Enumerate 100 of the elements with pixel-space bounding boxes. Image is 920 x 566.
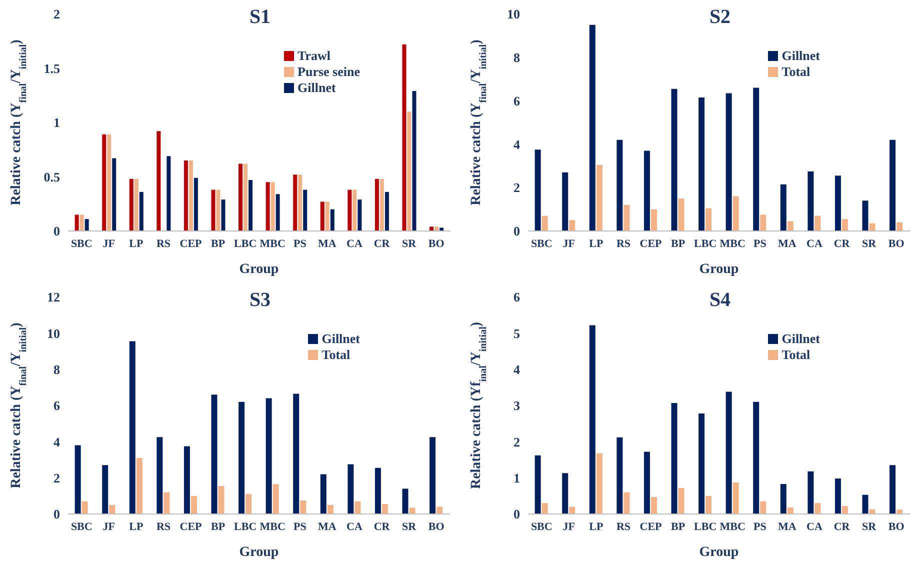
bar xyxy=(293,174,298,231)
legend-label: Total xyxy=(322,347,350,363)
x-tick-label: CA xyxy=(346,238,362,250)
y-tick-label: 0 xyxy=(514,506,520,522)
y-tick-label: 0 xyxy=(54,506,60,522)
bar xyxy=(534,455,541,514)
bar xyxy=(814,216,821,231)
y-tick-label: 0 xyxy=(54,224,60,239)
x-axis-title: Group xyxy=(239,262,279,277)
bar xyxy=(354,501,361,514)
bar xyxy=(184,446,190,514)
bar xyxy=(407,112,412,231)
bar xyxy=(650,209,657,231)
bar xyxy=(753,88,760,231)
bar xyxy=(190,496,197,514)
bar xyxy=(266,182,270,231)
bar xyxy=(430,437,436,514)
x-tick-label: CA xyxy=(346,520,362,533)
bar xyxy=(293,394,300,514)
x-tick-label: PS xyxy=(754,520,766,533)
bar xyxy=(211,394,218,514)
bar xyxy=(298,174,302,231)
bar xyxy=(211,190,216,231)
bar xyxy=(896,510,903,514)
x-tick-label: BP xyxy=(211,238,226,250)
bar xyxy=(412,91,416,231)
bar xyxy=(330,209,334,231)
chart-title: S1 xyxy=(248,6,272,29)
bar xyxy=(760,501,766,514)
y-tick-label: 1.5 xyxy=(44,60,60,76)
bar xyxy=(74,445,81,514)
x-tick-label: SBC xyxy=(530,520,552,533)
x-tick-label: BO xyxy=(428,238,445,250)
bar xyxy=(589,24,596,231)
bar xyxy=(842,506,848,514)
bar xyxy=(270,182,275,231)
y-tick-label: 4 xyxy=(514,362,520,377)
bar xyxy=(102,134,106,231)
bar xyxy=(644,452,650,514)
x-tick-label: JF xyxy=(102,520,116,533)
bar xyxy=(238,402,245,514)
bar xyxy=(834,176,841,231)
bar xyxy=(896,222,903,231)
bar xyxy=(402,44,406,231)
bar xyxy=(325,202,330,231)
bar xyxy=(384,192,389,231)
bar xyxy=(139,192,144,231)
bar xyxy=(698,98,705,231)
legend-label: Purse seine xyxy=(298,64,360,80)
bar xyxy=(760,214,766,231)
legend-label: Gillnet xyxy=(782,331,820,347)
bar xyxy=(430,226,434,231)
x-tick-label: MBC xyxy=(720,520,746,533)
bar xyxy=(436,506,443,514)
x-tick-label: BO xyxy=(888,520,905,533)
x-tick-label: SR xyxy=(862,238,878,250)
legend-label: Total xyxy=(782,347,810,363)
x-tick-label: RS xyxy=(156,520,171,533)
bar xyxy=(84,219,89,231)
y-tick-label: 1 xyxy=(54,115,60,130)
y-tick-label: 2 xyxy=(54,6,60,22)
x-axis-title: Group xyxy=(699,545,739,560)
x-tick-label: MA xyxy=(318,238,336,250)
y-tick-label: 5 xyxy=(514,326,520,341)
bar xyxy=(80,214,84,231)
bar xyxy=(434,226,439,231)
x-tick-label: PS xyxy=(294,238,306,250)
bar xyxy=(156,437,163,514)
x-tick-label: CEP xyxy=(180,520,202,533)
bar xyxy=(102,465,108,514)
bar xyxy=(303,190,308,231)
bar xyxy=(380,178,384,231)
x-tick-label: BO xyxy=(428,520,445,533)
y-tick-label: 4 xyxy=(514,136,520,152)
bar xyxy=(248,180,253,231)
x-tick-label: LBC xyxy=(234,520,257,533)
bar xyxy=(184,160,188,231)
bar xyxy=(409,508,416,514)
bar xyxy=(726,93,732,231)
x-tick-label: SR xyxy=(402,520,418,533)
x-tick-label: BP xyxy=(671,238,686,250)
bar xyxy=(596,453,602,514)
bar xyxy=(402,488,408,514)
legend-label: Gillnet xyxy=(298,80,336,96)
x-tick-label: BP xyxy=(211,520,226,533)
bar xyxy=(272,484,279,514)
bar xyxy=(348,464,354,514)
bar xyxy=(808,471,814,514)
bar xyxy=(534,150,541,231)
bar xyxy=(74,214,79,231)
x-tick-label: JF xyxy=(102,238,116,250)
legend-label: Total xyxy=(782,64,810,80)
bar xyxy=(780,184,786,231)
bar xyxy=(787,507,794,514)
chart-title: S4 xyxy=(708,289,732,312)
bar xyxy=(300,500,306,514)
x-tick-label: LP xyxy=(589,520,604,533)
bar xyxy=(814,503,821,514)
y-tick-label: 8 xyxy=(54,362,60,377)
bar xyxy=(671,402,678,514)
